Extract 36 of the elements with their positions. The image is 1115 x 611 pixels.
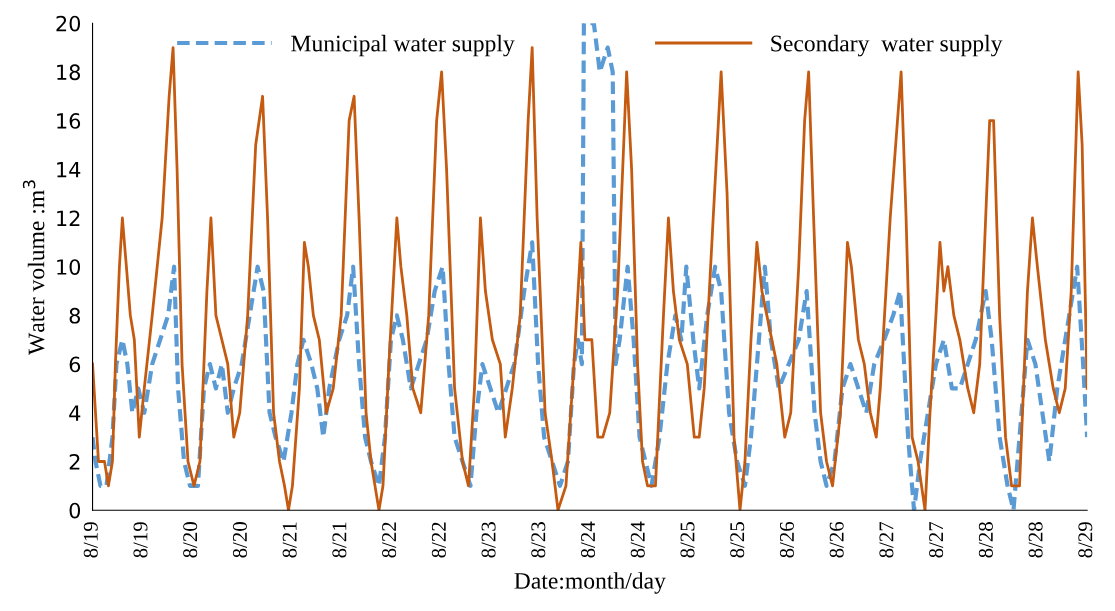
x-tick-label: 8/24 [630,521,645,558]
y-tick-label: 0 [69,502,81,519]
legend-label: Secondary water supply [771,34,1003,57]
y-tick-label: 6 [69,356,81,373]
x-tick-label: 8/25 [730,522,745,558]
y-axis-title: Water volume :m$^{3}$ [22,180,45,355]
x-tick-label: 8/27 [879,521,894,558]
y-tick-label: 20 [56,15,81,32]
x-tick-label: 8/19 [133,522,148,558]
x-tick-label: 8/28 [1028,522,1043,558]
x-tick-label: 8/19 [83,522,98,558]
x-tick-label: 8/22 [431,522,446,558]
y-tick-label: 8 [69,307,81,324]
x-tick-label: 8/23 [531,522,546,558]
y-tick-label: 16 [57,113,81,129]
y-tick-label: 18 [57,64,81,81]
y-tick-label: 14 [57,162,81,178]
x-axis-title: Date:month/day [514,572,666,594]
x-tick-label: 8/21 [332,522,347,558]
x-tick-label: 8/22 [382,522,397,558]
x-tick-label: 8/29 [1078,522,1093,558]
y-tick-label: 12 [57,210,80,226]
y-tick-label: 2 [69,453,80,470]
x-tick-label: 8/23 [481,522,496,558]
x-tick-label: 8/25 [680,522,695,558]
y-tick-label: 10 [57,259,81,275]
x-tick-label: 8/26 [779,521,794,558]
x-tick-label: 8/24 [580,521,596,558]
y-tick-label: 4 [69,405,81,421]
x-tick-label: 8/20 [232,522,247,558]
x-tick-label: 8/21 [282,522,297,558]
x-tick-label: 8/20 [183,522,198,558]
x-tick-label: 8/27 [929,521,944,558]
legend-label: Municipal water supply [291,34,515,57]
x-tick-label: 8/26 [829,521,844,558]
x-tick-label: 8/28 [978,522,993,558]
